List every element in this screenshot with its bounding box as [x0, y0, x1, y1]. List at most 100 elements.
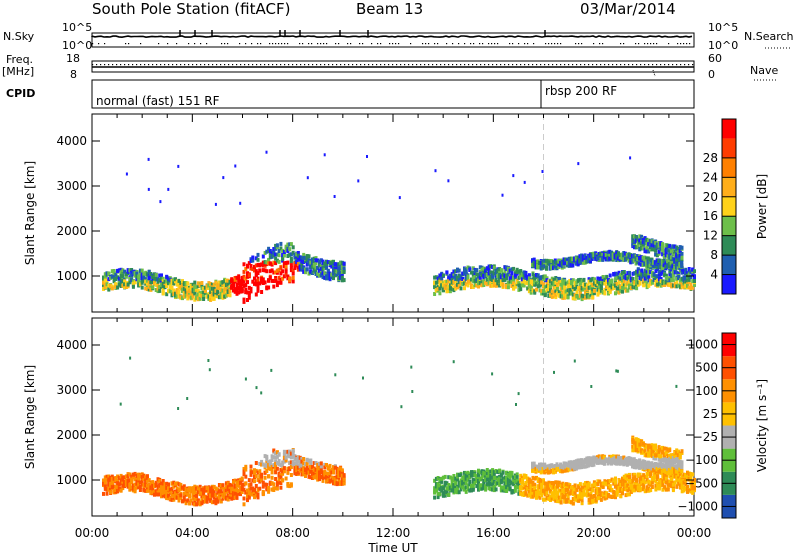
echo-cell	[233, 287, 237, 292]
echo-cell	[284, 455, 288, 460]
echo-cell	[170, 486, 174, 491]
echo-cell	[288, 449, 292, 454]
echo-cell	[498, 468, 502, 473]
echo-cell	[235, 492, 239, 497]
nsearch-dot	[398, 43, 400, 45]
echo-cell	[195, 502, 199, 507]
echo-cell	[693, 274, 696, 279]
echo-cell	[239, 480, 242, 485]
echo-cell	[655, 261, 659, 266]
echo-cell	[214, 288, 218, 293]
echo-cell	[205, 294, 209, 299]
echo-cell	[550, 264, 554, 269]
echo-cell	[174, 279, 177, 284]
echo-cell	[645, 273, 649, 278]
echo-cell	[163, 487, 167, 492]
echo-cell	[246, 271, 249, 276]
echo-cell	[184, 487, 188, 491]
echo-cell	[529, 492, 533, 497]
echo-cell	[240, 279, 244, 284]
echo-cell	[186, 498, 190, 503]
echo-cell	[470, 277, 473, 282]
echo-cell	[669, 249, 673, 254]
nsearch-dot	[335, 43, 337, 45]
echo-cell	[463, 286, 466, 291]
echo-cell	[216, 294, 220, 299]
echo-cell	[145, 483, 149, 488]
echo-cell	[549, 287, 552, 292]
echo-cell	[645, 246, 649, 251]
echo-cell	[186, 492, 190, 497]
nave-dot	[588, 64, 590, 66]
nave-dot	[520, 64, 522, 66]
echo-cell	[318, 273, 321, 278]
nave-dot	[580, 64, 582, 66]
echo-cell	[309, 458, 313, 463]
echo-cell	[193, 484, 197, 489]
echo-cell	[284, 450, 288, 455]
echo-cell	[339, 266, 343, 271]
echo-cell	[612, 286, 616, 290]
echo-cell	[441, 475, 445, 480]
echo-cell	[448, 283, 452, 288]
echo-cell	[265, 457, 269, 462]
echo-cell	[471, 285, 475, 289]
echo-cell	[167, 482, 170, 487]
echo-cell	[441, 491, 445, 496]
echo-cell	[668, 255, 672, 260]
echo-cell	[629, 156, 632, 160]
echo-cell	[251, 255, 255, 260]
echo-cell	[445, 282, 449, 287]
echo-cell	[298, 255, 302, 260]
echo-cell	[564, 281, 568, 286]
echo-cell	[289, 465, 293, 469]
echo-cell	[607, 289, 610, 294]
echo-cell	[680, 251, 684, 256]
echo-cell	[323, 261, 327, 266]
echo-cell	[110, 269, 114, 274]
echo-cell	[557, 488, 561, 493]
echo-cell	[615, 286, 619, 291]
echo-cell	[207, 292, 211, 297]
echo-cell	[491, 270, 495, 275]
echo-cell	[485, 266, 489, 271]
nave-dot	[396, 64, 398, 66]
echo-cell	[237, 480, 241, 485]
echo-cell	[256, 470, 260, 475]
echo-cell	[487, 276, 491, 280]
echo-cell	[326, 476, 330, 481]
echo-cell	[116, 285, 120, 290]
echo-cell	[601, 290, 605, 295]
echo-cell	[543, 486, 547, 491]
echo-cell	[254, 474, 258, 479]
echo-cell	[617, 270, 621, 275]
echo-cell	[119, 478, 123, 483]
nave-dot	[272, 64, 274, 66]
echo-cell	[566, 288, 570, 292]
echo-cell	[567, 263, 571, 268]
echo-cell	[307, 254, 311, 259]
echo-cell	[112, 489, 116, 494]
nave-dot	[468, 64, 470, 66]
echo-cell	[168, 282, 172, 287]
echo-cell	[678, 264, 682, 269]
echo-cell	[121, 283, 125, 288]
echo-cell	[456, 285, 459, 290]
echo-cell	[140, 479, 144, 484]
echo-cell	[126, 268, 130, 273]
echo-cell	[454, 286, 458, 291]
echo-cell	[542, 497, 545, 502]
echo-cell	[207, 496, 211, 501]
echo-cell	[214, 493, 218, 498]
echo-cell	[475, 272, 479, 277]
nave-dot	[556, 64, 558, 66]
echo-cell	[298, 262, 302, 267]
echo-cell	[325, 463, 328, 467]
echo-cell	[433, 292, 437, 296]
echo-cell	[140, 268, 144, 273]
echo-cell	[234, 164, 237, 168]
freq-strip	[92, 64, 776, 81]
nave-dot	[484, 64, 486, 66]
echo-cell	[311, 264, 314, 269]
echo-cell	[482, 481, 486, 486]
